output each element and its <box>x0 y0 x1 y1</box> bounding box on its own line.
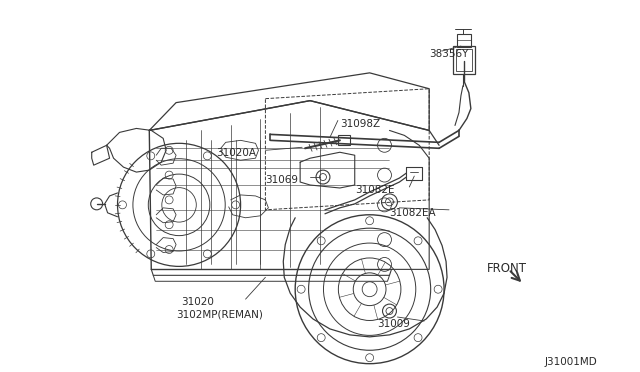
Bar <box>338 135 350 145</box>
Bar <box>456 49 472 71</box>
Bar <box>453 46 475 74</box>
Text: 31009: 31009 <box>378 319 410 329</box>
Text: 31020: 31020 <box>181 297 214 307</box>
Text: 38356Y: 38356Y <box>429 49 468 59</box>
Text: 31082EA: 31082EA <box>390 208 436 218</box>
Text: 31082E: 31082E <box>355 185 394 195</box>
Text: 31020A: 31020A <box>216 148 256 158</box>
Text: J31001MD: J31001MD <box>544 357 597 367</box>
Text: 3102MP(REMAN): 3102MP(REMAN) <box>176 309 263 319</box>
Bar <box>457 34 471 47</box>
Text: 31069: 31069 <box>266 175 298 185</box>
Text: 31098Z: 31098Z <box>340 119 380 128</box>
Text: FRONT: FRONT <box>487 262 527 275</box>
